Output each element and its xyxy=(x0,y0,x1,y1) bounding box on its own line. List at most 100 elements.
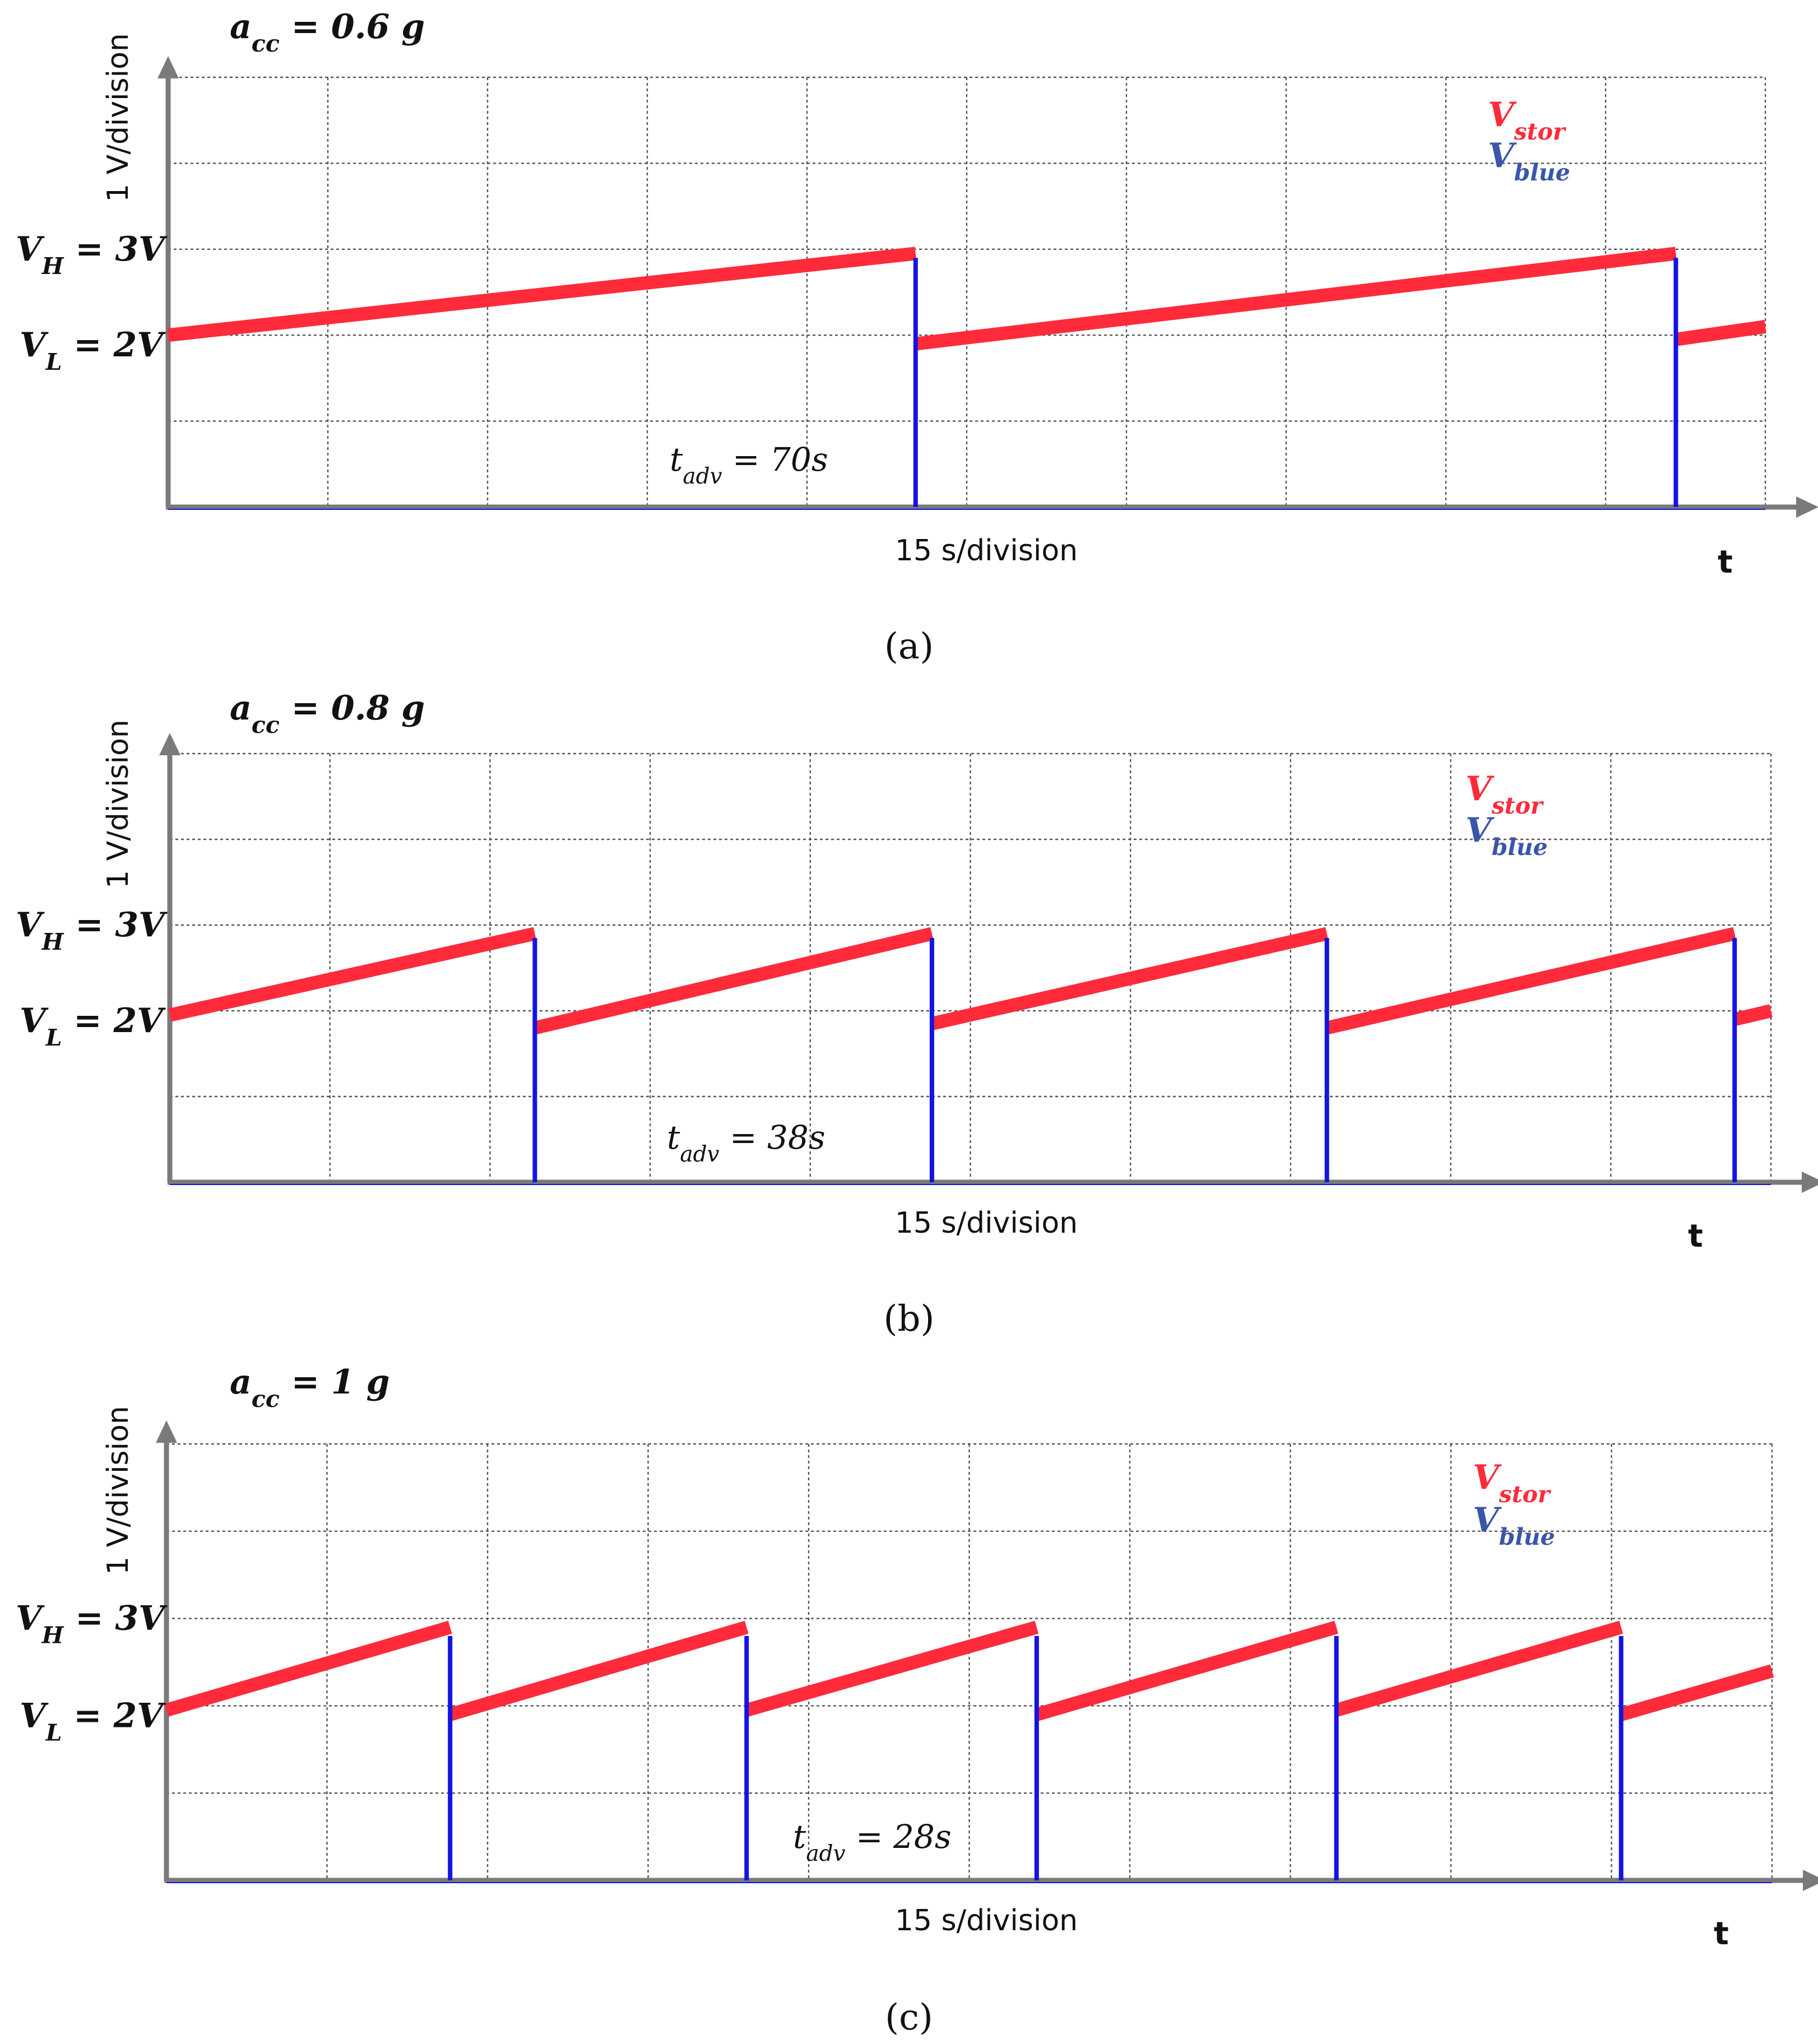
panel-caption: (c) xyxy=(885,1997,933,2038)
legend-v-stor: Vstor xyxy=(1473,1458,1552,1508)
panel-title-rest: = 1 g xyxy=(280,1363,390,1402)
tadv-annotation-var: t xyxy=(667,1118,680,1156)
x-axis-arrow xyxy=(1796,496,1818,518)
series-v-stor xyxy=(167,247,1766,351)
panel-title-sub: cc xyxy=(252,712,280,738)
panel-title-sub: cc xyxy=(252,1386,280,1413)
legend-v-stor: Vstor xyxy=(1488,95,1567,145)
y-axis-arrow xyxy=(159,733,180,755)
legend-v-blue-var: V xyxy=(1488,136,1517,175)
legend-v-stor-var: V xyxy=(1465,769,1495,809)
vl-label-sub: L xyxy=(45,1024,62,1051)
vl-label-var: V xyxy=(20,1696,49,1735)
legend-v-stor-var: V xyxy=(1488,95,1517,134)
vh-label-var: V xyxy=(16,1599,45,1638)
vh-label-sub: H xyxy=(41,253,64,280)
panel-title: acc = 1 g xyxy=(230,1363,389,1413)
x-axis-label: 15 s/division xyxy=(895,1206,1078,1240)
panel-caption: (a) xyxy=(884,626,934,667)
tadv-annotation-sub: adv xyxy=(680,1142,719,1167)
y-axis-label: 1 V/division xyxy=(101,1406,135,1575)
panel-title-rest: = 0.8 g xyxy=(280,689,425,728)
v-stor-ramp xyxy=(1675,319,1766,346)
v-stor-ramp xyxy=(448,1620,749,1721)
series-v-stor xyxy=(168,927,1773,1035)
panel-caption: (b) xyxy=(884,1298,935,1340)
panel-title-var: a xyxy=(230,7,252,47)
legend-v-stor: Vstor xyxy=(1465,769,1545,819)
v-stor-ramp xyxy=(1619,1664,1774,1721)
legend-v-stor-sub: stor xyxy=(1514,118,1567,145)
x-axis-symbol: t xyxy=(1718,544,1733,580)
panel-title: acc = 0.6 g xyxy=(230,7,425,57)
vl-label-rest: = 2V xyxy=(62,326,166,365)
vh-label-var: V xyxy=(16,230,45,269)
v-stor-ramp xyxy=(1325,927,1736,1035)
legend-v-blue-sub: blue xyxy=(1514,159,1570,186)
panel-title-sub: cc xyxy=(252,30,280,57)
tadv-annotation-rest: = 70s xyxy=(722,440,828,479)
tadv-annotation-var: t xyxy=(670,440,683,479)
v-stor-ramp xyxy=(1733,1004,1773,1026)
panel-title-var: a xyxy=(230,1363,252,1402)
vh-label-rest: = 3V xyxy=(63,905,168,945)
vl-label: VL = 2V xyxy=(20,1001,166,1051)
x-axis-symbol: t xyxy=(1714,1916,1729,1952)
vl-label: VL = 2V xyxy=(20,326,166,375)
vh-label-rest: = 3V xyxy=(63,1599,168,1638)
vh-label-var: V xyxy=(16,905,45,945)
vh-label: VH = 3V xyxy=(16,905,168,955)
v-stor-ramp xyxy=(168,927,537,1022)
legend-v-stor-sub: stor xyxy=(1499,1481,1552,1508)
legend-v-blue-sub: blue xyxy=(1492,834,1548,861)
series-v-stor xyxy=(164,1620,1774,1721)
legend-v-blue: Vblue xyxy=(1465,811,1548,861)
y-axis-arrow xyxy=(156,1420,177,1443)
v-stor-ramp xyxy=(164,1620,452,1717)
x-axis-symbol: t xyxy=(1688,1218,1703,1255)
vl-label-rest: = 2V xyxy=(62,1001,166,1040)
series-v-blue xyxy=(170,937,1771,1185)
v-stor-ramp xyxy=(167,247,917,342)
series-v-blue xyxy=(168,258,1765,510)
series-v-blue xyxy=(166,1636,1772,1883)
y-axis-label: 1 V/division xyxy=(101,719,135,889)
x-axis-arrow xyxy=(1803,1870,1818,1891)
v-stor-ramp xyxy=(915,247,1677,351)
legend-v-blue-var: V xyxy=(1465,811,1495,850)
grid xyxy=(168,76,1766,507)
x-axis-label: 15 s/division xyxy=(895,534,1078,568)
x-axis-label: 15 s/division xyxy=(895,1904,1078,1938)
v-stor-ramp xyxy=(930,927,1329,1030)
vl-label-sub: L xyxy=(45,1719,62,1746)
vh-label-sub: H xyxy=(41,928,64,955)
vh-label: VH = 3V xyxy=(16,230,168,280)
panel-title-rest: = 0.6 g xyxy=(280,7,425,47)
vl-label-rest: = 2V xyxy=(62,1696,166,1735)
v-stor-ramp xyxy=(744,1620,1039,1717)
legend-v-blue-sub: blue xyxy=(1499,1523,1555,1550)
tadv-annotation-sub: adv xyxy=(806,1841,845,1866)
v-stor-ramp xyxy=(533,927,934,1035)
legend-v-stor-sub: stor xyxy=(1491,792,1545,819)
x-axis-arrow xyxy=(1802,1172,1818,1193)
tadv-annotation-rest: = 28s xyxy=(846,1818,952,1856)
tadv-annotation-var: t xyxy=(793,1818,806,1856)
tadv-annotation-rest: = 38s xyxy=(720,1118,825,1156)
panel-title-var: a xyxy=(230,689,252,728)
vl-label: VL = 2V xyxy=(20,1696,166,1746)
vl-label-sub: L xyxy=(45,349,62,375)
tadv-annotation: tadv = 28s xyxy=(793,1818,952,1866)
legend-v-stor-var: V xyxy=(1473,1458,1502,1497)
vh-label: VH = 3V xyxy=(16,1599,168,1649)
legend-v-blue-var: V xyxy=(1473,1501,1502,1540)
vl-label-var: V xyxy=(20,1001,49,1040)
legend-v-blue: Vblue xyxy=(1473,1501,1555,1550)
